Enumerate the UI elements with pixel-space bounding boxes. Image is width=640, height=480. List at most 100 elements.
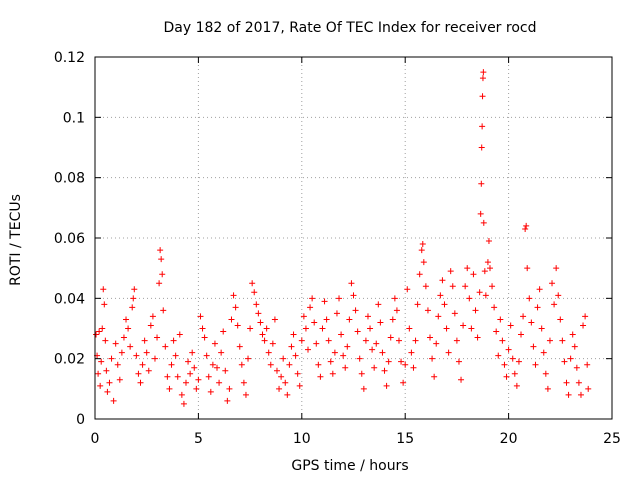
roti-point — [358, 370, 365, 377]
roti-point — [100, 286, 107, 293]
roti-point — [503, 373, 510, 380]
roti-point — [129, 304, 136, 311]
roti-point — [168, 361, 175, 368]
roti-point — [342, 364, 349, 371]
roti-point — [522, 225, 529, 232]
roti-point — [478, 180, 485, 187]
roti-point — [513, 382, 520, 389]
roti-point — [530, 343, 537, 350]
roti-point — [480, 69, 487, 76]
roti-point — [271, 316, 278, 323]
roti-point — [269, 340, 276, 347]
roti-point — [98, 358, 105, 365]
roti-point — [156, 280, 163, 287]
roti-point — [96, 328, 103, 335]
roti-point — [95, 370, 102, 377]
roti-point — [420, 259, 427, 266]
roti-point — [515, 358, 522, 365]
roti-point — [120, 334, 127, 341]
roti-point — [185, 358, 192, 365]
roti-point — [106, 379, 113, 386]
roti-point — [116, 376, 123, 383]
roti-point — [97, 382, 104, 389]
roti-point — [400, 379, 407, 386]
roti-point — [402, 361, 409, 368]
roti-point — [476, 289, 483, 296]
roti-point — [174, 373, 181, 380]
roti-point — [385, 358, 392, 365]
roti-point — [381, 367, 388, 374]
chart-title: Day 182 of 2017, Rate Of TEC Index for r… — [164, 20, 537, 36]
roti-point — [542, 370, 549, 377]
roti-point — [479, 123, 486, 130]
roti-point — [307, 304, 314, 311]
roti-point — [445, 349, 452, 356]
roti-point — [209, 361, 216, 368]
roti-point — [528, 319, 535, 326]
roti-point — [412, 337, 419, 344]
roti-point — [296, 382, 303, 389]
roti-point — [199, 325, 206, 332]
roti-point — [524, 265, 531, 272]
roti-point — [479, 75, 486, 82]
roti-point — [247, 325, 254, 332]
roti-point — [437, 292, 444, 299]
y-tick-label: 0.1 — [63, 110, 85, 126]
roti-point — [300, 313, 307, 320]
roti-point — [261, 337, 268, 344]
roti-point — [569, 331, 576, 338]
roti-point — [253, 301, 260, 308]
roti-point — [164, 373, 171, 380]
roti-point — [404, 286, 411, 293]
y-axis-label: ROTI / TECUs — [8, 194, 24, 286]
roti-point — [294, 370, 301, 377]
roti-point — [292, 352, 299, 359]
y-axis-tick-labels: 0 0.02 0.04 0.06 0.08 0.1 0.12 — [54, 50, 85, 428]
roti-point — [302, 325, 309, 332]
roti-point — [338, 331, 345, 338]
roti-point — [433, 340, 440, 347]
roti-point — [135, 370, 142, 377]
roti-point — [234, 322, 241, 329]
roti-point — [509, 355, 516, 362]
roti-point — [222, 367, 229, 374]
roti-point — [389, 316, 396, 323]
roti-point — [538, 325, 545, 332]
roti-point — [139, 361, 146, 368]
roti-point — [511, 370, 518, 377]
roti-point — [282, 379, 289, 386]
roti-point — [125, 325, 132, 332]
roti-point — [143, 349, 150, 356]
roti-point — [127, 343, 134, 350]
roti-point — [373, 340, 380, 347]
roti-point — [478, 144, 485, 151]
roti-point — [191, 364, 198, 371]
roti-point — [505, 346, 512, 353]
x-tick-label: 25 — [603, 431, 621, 447]
roti-point — [346, 316, 353, 323]
roti-point — [259, 331, 266, 338]
roti-point — [114, 361, 121, 368]
roti-point — [520, 313, 527, 320]
roti-point — [462, 283, 469, 290]
roti-point — [555, 292, 562, 299]
roti-point — [133, 352, 140, 359]
roti-point — [481, 268, 488, 275]
roti-point — [352, 307, 359, 314]
roti-point — [482, 292, 489, 299]
roti-point — [443, 325, 450, 332]
roti-point — [472, 307, 479, 314]
roti-point — [470, 271, 477, 278]
roti-point — [108, 355, 115, 362]
roti-point — [257, 319, 264, 326]
axis-ticks — [94, 56, 613, 420]
y-tick-label: 0.06 — [54, 231, 85, 247]
roti-point — [565, 391, 572, 398]
roti-point — [439, 277, 446, 284]
roti-point — [557, 316, 564, 323]
roti-point — [546, 337, 553, 344]
roti-point — [507, 322, 514, 329]
roti-point — [170, 337, 177, 344]
roti-point — [408, 349, 415, 356]
